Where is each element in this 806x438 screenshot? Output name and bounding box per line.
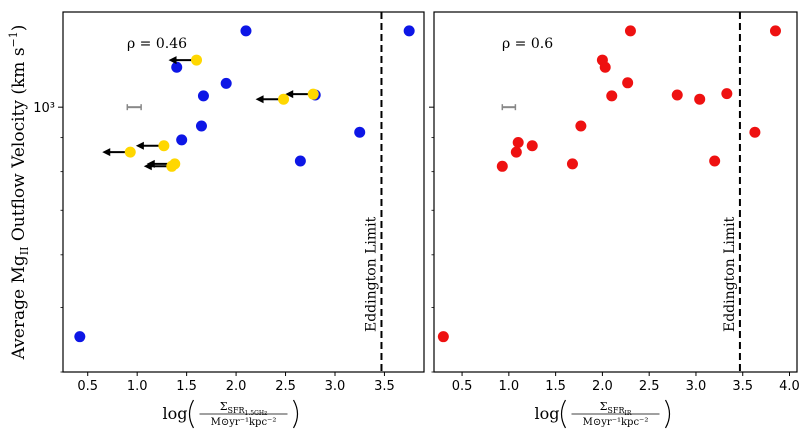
- data-point: [575, 120, 587, 132]
- data-point: [240, 25, 252, 37]
- x-axis-label-sfr: SFR: [227, 406, 245, 415]
- x-axis-label-band: 1.5GHz: [245, 410, 268, 417]
- data-point: [512, 136, 524, 148]
- data-point: [769, 25, 781, 37]
- data-point: [195, 120, 207, 132]
- data-point: [709, 155, 721, 167]
- x-tick-label: 1.0: [499, 379, 520, 394]
- x-tick-label: 2.5: [275, 379, 296, 394]
- upper-limit-arrowhead: [255, 95, 264, 104]
- data-point: [749, 126, 761, 138]
- data-point: [176, 134, 188, 146]
- data-point: [624, 25, 636, 37]
- y-axis-label: Average MgII Outflow Velocity (km s−1): [7, 25, 31, 361]
- y-axis-label-sup: −1: [7, 31, 20, 47]
- x-axis-label-log: log: [535, 404, 560, 423]
- upper-limit-point: [191, 54, 203, 66]
- x-tick-label: 1.5: [176, 379, 197, 394]
- y-axis-label-pre: Average Mg: [9, 255, 29, 360]
- data-point: [599, 61, 611, 73]
- data-point: [510, 146, 522, 158]
- data-point: [694, 93, 706, 105]
- y-axis-label-mid: Outflow Velocity (km s: [9, 47, 29, 246]
- correlation-label: ρ = 0.46: [127, 36, 187, 52]
- data-point: [403, 25, 415, 37]
- correlation-label: ρ = 0.6: [502, 36, 553, 52]
- x-tick-label: 1.0: [127, 379, 148, 394]
- x-axis-label-band: IR: [624, 410, 631, 417]
- eddington-limit-label: Eddington Limit: [722, 216, 738, 332]
- data-point: [171, 61, 183, 73]
- x-tick-label: 0.5: [77, 379, 98, 394]
- upper-limit-arrowhead: [102, 148, 111, 157]
- upper-limit-point: [124, 146, 136, 158]
- y-tick-label: 10³: [33, 101, 55, 116]
- upper-limit-point: [166, 160, 178, 172]
- x-axis-label-denominator: M⊙yr⁻¹kpc⁻²: [211, 417, 277, 428]
- x-tick-label: 3.0: [686, 379, 707, 394]
- x-tick-label: 0.5: [452, 379, 473, 394]
- x-tick-label: 4.0: [779, 379, 800, 394]
- x-axis-label-sfr: SFR: [607, 406, 625, 415]
- left-panel: 0.5 1.0 1.5 2.0 2.5 3.0 3.5 10³ ρ = 0.46 Eddingto…: [33, 11, 425, 429]
- upper-limit-arrowhead: [168, 56, 177, 65]
- x-axis-label-paren-left: [560, 399, 567, 429]
- data-point: [671, 89, 683, 101]
- x-axis-label-numerator: ΣSFR1.5GHz: [220, 400, 268, 417]
- x-axis-label-paren-right: [664, 399, 671, 429]
- x-tick-label: 2.0: [592, 379, 613, 394]
- upper-limit-point: [307, 88, 319, 100]
- y-axis-label-sub: II: [18, 247, 31, 256]
- x-tick-label: 2.5: [639, 379, 660, 394]
- data-point: [294, 155, 306, 167]
- upper-limit-point: [158, 140, 170, 152]
- data-point: [437, 331, 449, 343]
- x-axis-label-log: log: [163, 404, 188, 423]
- upper-limit-point: [278, 93, 290, 105]
- data-point: [74, 331, 86, 343]
- data-point: [220, 77, 232, 89]
- x-tick-label: 2.0: [226, 379, 247, 394]
- x-axis-label-paren-right: [292, 399, 299, 429]
- x-tick-label: 1.5: [545, 379, 566, 394]
- x-tick-label: 3.5: [732, 379, 753, 394]
- right-panel: 0.5 1.0 1.5 2.0 2.5 3.0 3.5 4.0 ρ = 0.6 Eddington…: [429, 11, 800, 429]
- data-point: [721, 88, 733, 100]
- x-axis-label-paren-left: [188, 399, 195, 429]
- plot-frame: [62, 11, 425, 373]
- upper-limit-arrowhead: [135, 141, 144, 150]
- plot-frame: [433, 11, 798, 373]
- y-axis-label-post: ): [9, 25, 29, 32]
- data-point: [354, 126, 366, 138]
- upper-limit-arrowhead: [285, 90, 294, 99]
- eddington-limit-label: Eddington Limit: [363, 216, 379, 332]
- x-axis-label-sigma: Σ: [220, 400, 228, 413]
- x-axis-label-numerator: ΣSFRIR: [600, 400, 632, 417]
- x-axis-label-denominator: M⊙yr⁻¹kpc⁻²: [583, 417, 649, 428]
- x-tick-label: 3.0: [325, 379, 346, 394]
- data-point: [496, 160, 508, 172]
- data-point: [197, 90, 209, 102]
- x-axis-label-sigma: Σ: [600, 400, 608, 413]
- data-point: [606, 90, 618, 102]
- data-point: [566, 158, 578, 170]
- upper-limit-arrowhead: [143, 162, 152, 171]
- data-point: [622, 77, 634, 89]
- data-point: [526, 140, 538, 152]
- x-tick-label: 3.5: [374, 379, 395, 394]
